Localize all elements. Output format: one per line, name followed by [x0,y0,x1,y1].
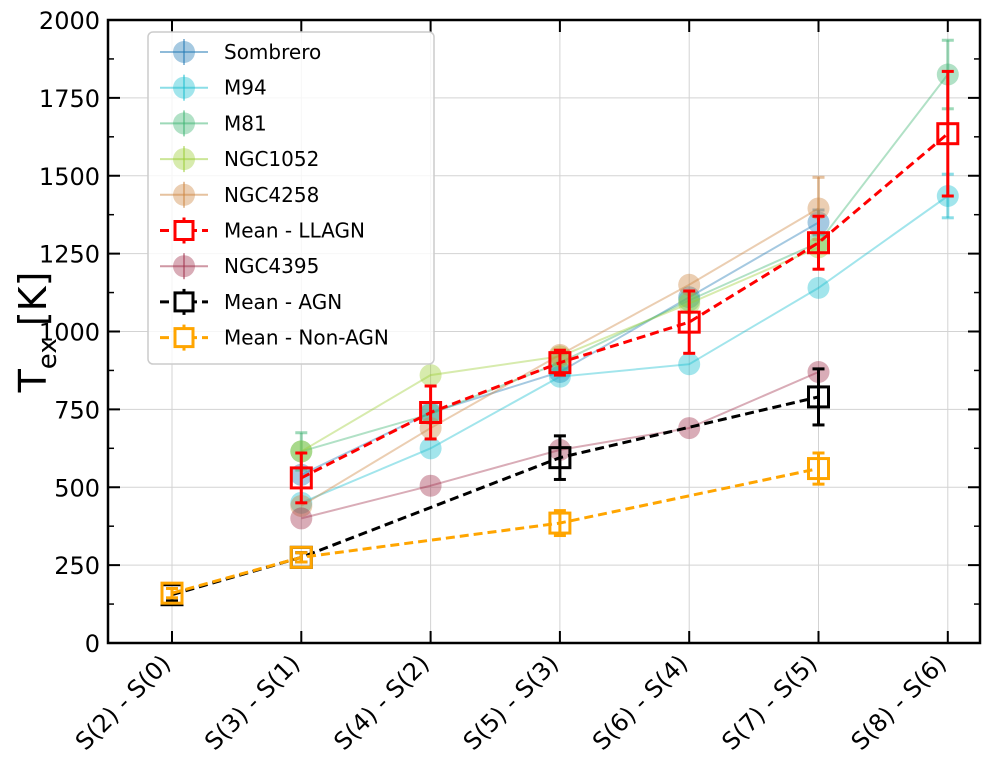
data-point [290,440,313,463]
legend-marker [173,327,195,349]
legend: Sombrero M94 M81 NGC1052 NGC4258 Mean - LLAGN… [147,31,435,365]
legend-label: NGC4258 [224,183,319,207]
legend-label: Mean - Non-AGN [224,326,389,350]
data-point [419,364,442,387]
y-tick-label: 750 [54,396,100,424]
data-point [807,197,830,220]
x-tick-label: S(4) - S(2) [329,649,435,755]
legend-item: M94 [160,74,267,101]
legend-label: Mean - AGN [224,290,342,314]
data-point [419,437,442,460]
data-point [419,474,442,497]
legend-item: M81 [160,110,267,137]
x-tick-label: S(3) - S(1) [199,649,305,755]
legend-item: Mean - LLAGN [160,217,365,244]
y-axis-label-suffix: [K] [11,272,55,339]
legend-label: M81 [224,111,267,135]
y-axis-label-main: T [11,368,55,393]
y-tick-label: 1000 [39,319,100,347]
y-tick-label: 250 [54,552,100,580]
legend-label: M94 [224,76,267,100]
legend-item: Mean - AGN [160,288,342,315]
legend-marker [173,183,195,206]
x-tick-label: S(7) - S(5) [716,649,822,755]
data-point [807,457,830,481]
series-line [301,73,949,453]
series-line [171,395,819,597]
y-tick-label: 1750 [39,85,100,113]
y-tick-label: 1500 [39,163,100,191]
data-point [807,385,830,409]
y-tick-label: 1250 [39,241,100,269]
data-point [807,231,830,255]
x-tick-label: S(6) - S(4) [587,649,693,755]
legend-label: Mean - LLAGN [224,219,365,243]
legend-marker [173,76,195,99]
legend-label: Sombrero [224,40,321,64]
legend-item: NGC4258 [160,181,319,208]
legend-box [147,31,435,365]
y-tick-label: 0 [85,630,100,658]
x-tick-label: S(2) - S(0) [70,649,176,755]
series-line [300,132,949,480]
data-point [677,310,701,334]
y-tick-label: 2000 [39,7,100,35]
data-point [548,351,572,375]
legend-item: NGC4395 [160,253,319,280]
legend-marker [173,255,195,278]
data-point [678,417,701,440]
legend-marker [173,112,195,135]
y-tick-label: 500 [54,474,100,502]
data-point [289,466,313,490]
x-tick-label: S(5) - S(3) [458,649,564,755]
series-layer [160,38,960,607]
legend-item: Mean - Non-AGN [160,324,389,351]
data-point [160,581,184,605]
data-point [548,446,572,470]
data-point [936,122,960,146]
data-point [548,511,572,535]
data-point [807,276,830,299]
series-line [300,195,949,504]
legend-marker [173,148,195,171]
legend-label: NGC4395 [224,254,319,278]
legend-marker [173,220,195,241]
legend-item: Sombrero [160,39,321,65]
data-point [289,545,313,569]
series-m81 [290,38,959,472]
data-point [678,353,701,376]
legend-label: NGC1052 [224,147,319,171]
series-mean-llagn [289,69,960,505]
data-point [419,400,443,424]
data-point [290,494,313,517]
data-point [290,507,313,530]
x-tick-label: S(8) - S(6) [846,649,952,755]
y-axis-label: Tex [K] [11,272,63,394]
legend-marker [173,41,195,63]
legend-item: NGC1052 [160,146,319,173]
y-axis-label-sub: ex [33,338,63,369]
legend-marker [173,291,195,313]
data-point [290,440,313,463]
series-mean-non-agn [160,451,830,605]
